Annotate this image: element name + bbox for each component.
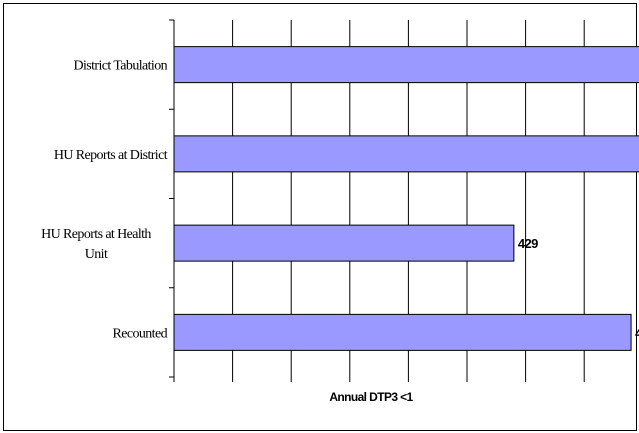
x-axis-ticks	[173, 377, 585, 382]
value-label: 439	[635, 325, 639, 340]
bars	[173, 46, 639, 351]
category-labels: District Tabulation HU Reports at Distric…	[41, 59, 168, 342]
bar	[173, 313, 632, 351]
category-label: District Tabulation	[73, 59, 167, 74]
value-label: 429	[518, 236, 538, 251]
value-labels: 452452429439	[518, 236, 639, 340]
x-axis-label: Annual DTP3 <1	[329, 390, 413, 404]
y-axis	[169, 19, 175, 378]
bar	[173, 46, 639, 84]
category-label: HU Reports at Health Unit	[41, 227, 151, 262]
bar	[173, 135, 639, 173]
category-label: HU Reports at District	[54, 148, 168, 163]
category-label: Recounted	[113, 326, 168, 341]
bar	[173, 224, 515, 262]
